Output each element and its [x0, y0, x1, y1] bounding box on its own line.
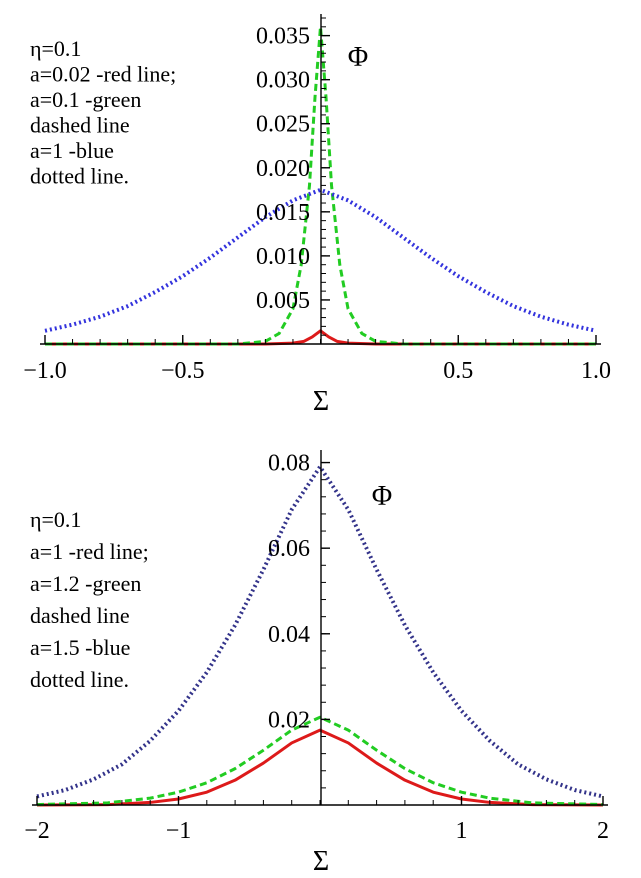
annotation-line: η=0.1: [30, 36, 81, 61]
series-line-1: [45, 25, 596, 346]
x-tick-label: −1: [166, 818, 192, 844]
y-axis-label: Φ: [372, 481, 392, 512]
annotation-line: a=1 -blue: [30, 138, 114, 163]
y-tick-label: 0.08: [268, 451, 310, 477]
y-tick-label: 0.015: [256, 200, 310, 226]
y-tick-label: 0.005: [256, 288, 310, 314]
x-tick-label: −1.0: [23, 358, 67, 384]
annotation-line: a=1 -red line;: [30, 539, 149, 564]
y-tick-label: 0.020: [256, 156, 310, 182]
y-tick-label: 0.035: [256, 24, 310, 50]
annotation-line: a=0.1 -green: [30, 87, 141, 112]
y-tick-label: 0.06: [268, 536, 310, 562]
annotation-line: η=0.1: [30, 507, 81, 532]
y-tick-label: 0.02: [268, 707, 310, 733]
annotation-line: dotted line.: [30, 164, 129, 189]
series-line-0: [36, 728, 604, 807]
x-tick-label: −0.5: [161, 358, 205, 384]
x-axis-label: Σ: [313, 386, 329, 417]
annotation-line: dotted line.: [30, 667, 129, 692]
annotation-line: dashed line: [30, 113, 130, 138]
annotation-line: a=1.2 -green: [30, 571, 141, 596]
series-line-2: [44, 187, 597, 333]
annotation-line: a=0.02 -red line;: [30, 62, 176, 87]
annotation-line: dashed line: [30, 603, 130, 628]
x-axis-label: Σ: [313, 846, 329, 877]
x-tick-label: 0.5: [443, 358, 473, 384]
x-tick-label: 1.0: [581, 358, 611, 384]
series-line-2: [36, 464, 604, 799]
y-tick-label: 0.030: [256, 68, 310, 94]
y-tick-label: 0.025: [256, 112, 310, 138]
annotation-line: a=1.5 -blue: [30, 635, 130, 660]
x-tick-label: 1: [456, 818, 468, 844]
chart-bottom: −2 −1 1 2 0.02 0.04 0.06 0.08 Σ Φη=0.1 a=1 -red li…: [24, 450, 609, 877]
series-line-1: [36, 715, 604, 807]
y-tick-label: 0.04: [268, 622, 310, 648]
x-tick-label: 2: [597, 818, 609, 844]
x-tick-label: −2: [24, 818, 50, 844]
chart-top: −1.0 −0.5 0.5 1.0 0.005 0.010 0.015 0.020 0.025 0…: [23, 14, 611, 417]
y-tick-label: 0.010: [256, 244, 310, 270]
y-axis-label: Φ: [348, 42, 368, 73]
